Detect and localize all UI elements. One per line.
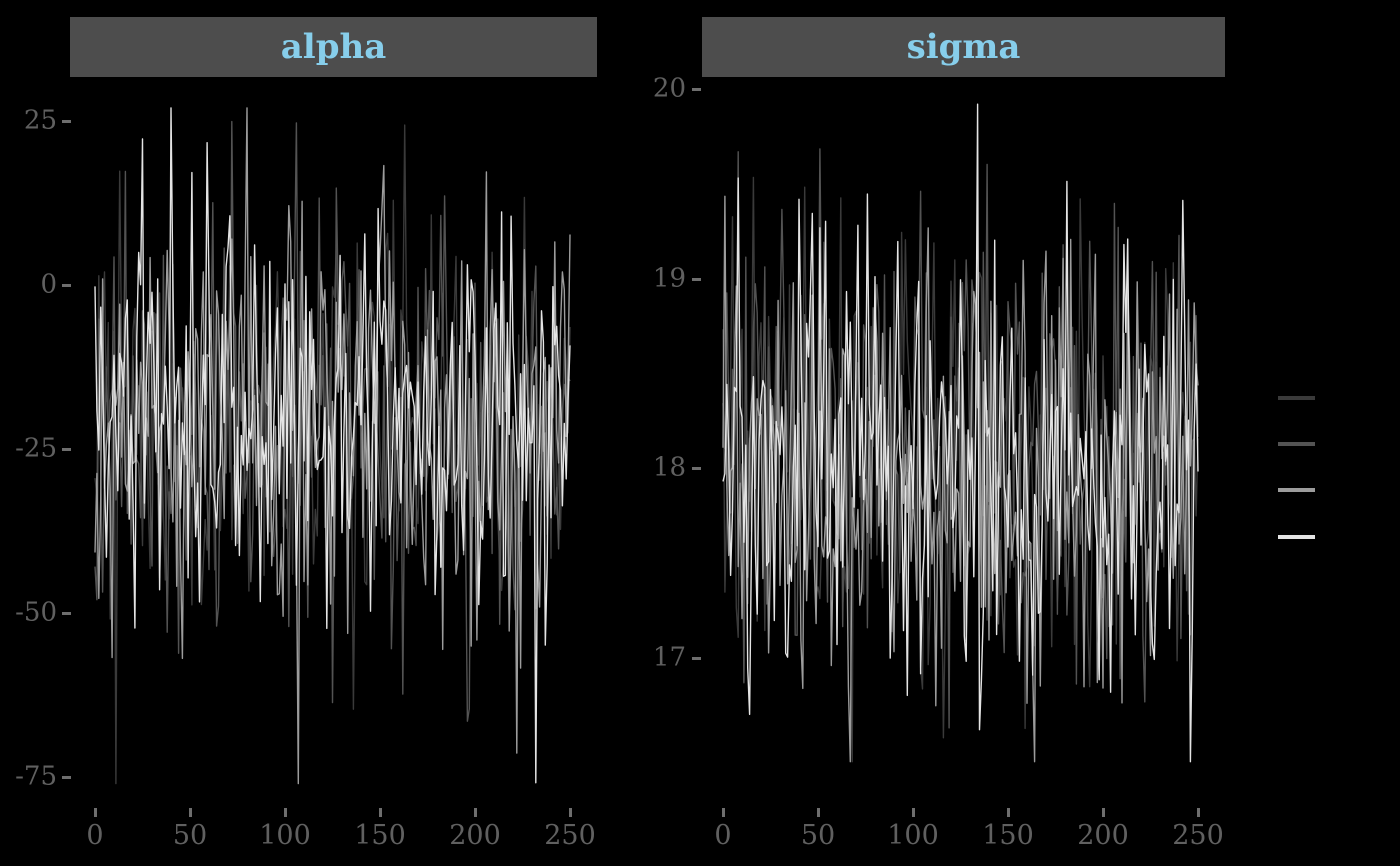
x-tick-mark [189,808,192,817]
x-tick-label: 200 [449,820,501,851]
trace-sigma-chain-3 [722,195,1199,763]
y-tick-mark [62,612,71,615]
legend-key-chain-3 [1278,488,1315,492]
y-tick-label: 18 [652,452,686,483]
x-tick-mark [379,808,382,817]
x-tick-label: 0 [86,820,104,851]
y-tick-label: 20 [652,73,686,104]
x-tick-label: 250 [1172,820,1224,851]
y-tick-label: 17 [652,641,686,672]
x-tick-label: 200 [1077,820,1129,851]
panel-strip-alpha: alpha [70,17,597,77]
y-tick-label: 19 [652,262,686,293]
y-tick-mark [692,656,701,660]
y-tick-mark [62,776,71,779]
y-tick-label: -50 [15,597,57,628]
panel-title-sigma: sigma [906,27,1021,67]
x-tick-mark [1102,808,1105,817]
legend-key-chain-1 [1278,396,1315,400]
y-tick-label: 0 [40,269,57,300]
y-tick-label: 25 [23,105,57,136]
trace-alpha-chain-3 [94,107,571,785]
x-tick-label: 100 [259,820,311,851]
x-tick-label: 0 [714,820,732,851]
x-tick-mark [817,808,820,817]
panel-strip-sigma: sigma [702,17,1225,77]
y-tick-label: -75 [15,761,57,792]
y-tick-mark [62,120,71,123]
x-tick-mark [474,808,477,817]
y-tick-mark [692,88,701,91]
y-tick-mark [62,284,71,287]
y-tick-label: -25 [15,433,57,464]
x-tick-mark [1007,808,1010,817]
x-tick-label: 150 [354,820,406,851]
trace-sigma-chain-4 [722,103,1199,763]
y-tick-mark [692,467,701,470]
x-tick-mark [94,808,97,817]
legend-key-chain-2 [1278,442,1315,446]
x-tick-label: 100 [887,820,939,851]
x-tick-mark [722,808,725,817]
x-tick-label: 250 [544,820,596,851]
y-tick-mark [62,448,71,451]
x-tick-mark [284,808,287,817]
trace-alpha-chain-4 [94,107,571,784]
y-tick-mark [692,277,701,281]
x-tick-label: 50 [172,820,208,851]
x-tick-mark [912,808,915,817]
panel-title-alpha: alpha [280,27,387,67]
x-tick-mark [569,808,572,817]
x-tick-label: 150 [982,820,1034,851]
legend-key-chain-4 [1278,535,1315,539]
x-tick-label: 50 [800,820,836,851]
x-tick-mark [1197,808,1200,817]
